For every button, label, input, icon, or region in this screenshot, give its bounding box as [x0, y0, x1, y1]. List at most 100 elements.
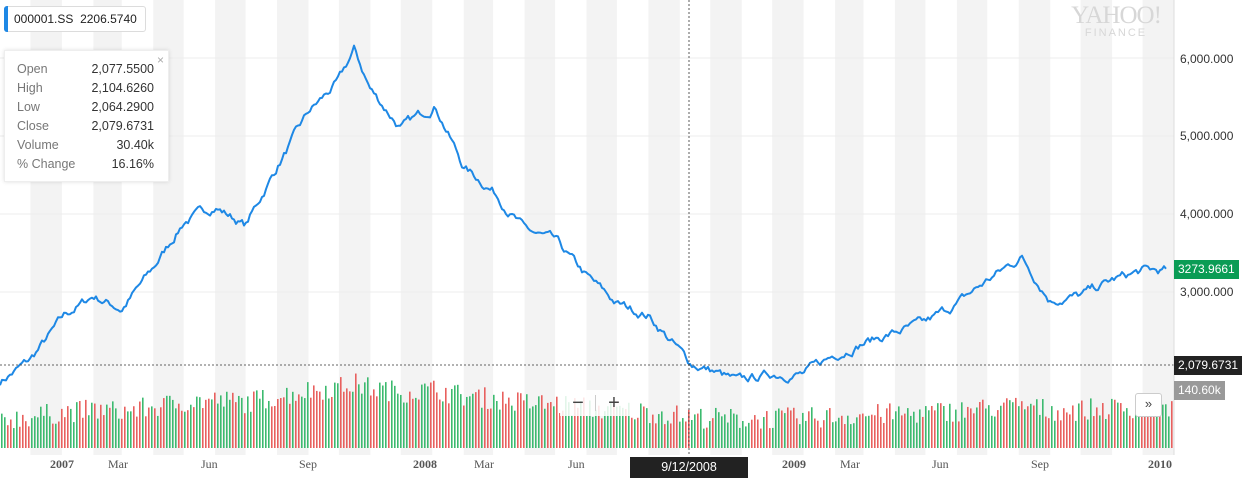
- volume-bar: [1171, 401, 1173, 448]
- volume-bar: [301, 396, 303, 448]
- volume-bar: [817, 420, 819, 448]
- volume-bar: [124, 406, 126, 448]
- volume-bar: [787, 407, 789, 448]
- volume-bar: [1030, 403, 1032, 448]
- volume-bar: [187, 410, 189, 448]
- volume-bar: [103, 415, 105, 448]
- volume-bar: [271, 406, 273, 448]
- volume-bar: [796, 418, 798, 448]
- volume-bar: [772, 427, 774, 448]
- close-icon[interactable]: ×: [156, 53, 164, 67]
- volume-bar: [250, 411, 252, 448]
- logo-bottom: FINANCE: [1084, 27, 1148, 39]
- tooltip-row-high: High 2,104.6260: [17, 79, 154, 98]
- zoom-out-button[interactable]: −: [572, 392, 584, 414]
- month-band: [894, 0, 926, 455]
- volume-bar: [538, 396, 540, 448]
- month-band: [215, 0, 246, 455]
- volume-bar: [22, 414, 24, 448]
- scroll-forward-button[interactable]: »: [1135, 393, 1162, 417]
- tooltip-row-open: Open 2,077.5500: [17, 60, 154, 79]
- volume-bar: [949, 403, 951, 448]
- volume-bar: [826, 410, 828, 448]
- volume-bar: [628, 402, 630, 448]
- volume-bar: [451, 388, 453, 448]
- volume-bar: [1156, 412, 1158, 448]
- volume-bar: [142, 397, 144, 448]
- x-axis-label: Jun: [201, 457, 218, 471]
- volume-bar: [520, 393, 522, 448]
- volume-bar: [7, 425, 9, 448]
- volume-bar: [529, 408, 531, 448]
- volume-bar: [184, 411, 186, 448]
- tooltip-value: 2,104.6260: [91, 81, 154, 95]
- volume-bar: [139, 401, 141, 448]
- volume-bar: [625, 409, 627, 448]
- volume-bar: [364, 382, 366, 448]
- volume-bar: [544, 408, 546, 448]
- volume-bar: [304, 398, 306, 448]
- volume-bar: [583, 397, 585, 448]
- volume-bar: [670, 423, 672, 448]
- volume-bar: [376, 396, 378, 448]
- volume-bar: [190, 404, 192, 448]
- volume-bar: [730, 408, 732, 448]
- month-bands: [30, 0, 1174, 455]
- volume-bar: [754, 415, 756, 448]
- volume-bar: [862, 413, 864, 448]
- volume-bar: [1015, 397, 1017, 448]
- tooltip-value: 2,079.6731: [91, 119, 154, 133]
- volume-bar: [535, 405, 537, 448]
- volume-bar: [733, 413, 735, 448]
- volume-bar: [1114, 399, 1116, 448]
- volume-bar: [676, 405, 678, 448]
- volume-bar: [1153, 414, 1155, 448]
- volume-bar: [595, 409, 597, 448]
- x-axis-label: Mar: [840, 457, 860, 471]
- x-axis-label: Jun: [932, 457, 949, 471]
- volume-bar: [1078, 403, 1080, 448]
- volume-bar: [292, 391, 294, 448]
- volume-bar: [112, 401, 114, 448]
- volume-bar: [1123, 411, 1125, 448]
- volume-bar: [1042, 399, 1044, 448]
- volume-bar: [454, 385, 456, 448]
- ticker-badge[interactable]: 000001.SS 2206.5740: [4, 6, 146, 32]
- volume-bar: [586, 415, 588, 448]
- volume-bar: [385, 382, 387, 448]
- volume-bar: [631, 417, 633, 448]
- volume-bar: [808, 411, 810, 448]
- volume-bar: [1105, 418, 1107, 448]
- volume-bar: [145, 416, 147, 448]
- volume-bar: [1012, 402, 1014, 448]
- volume-bar: [1093, 416, 1095, 448]
- volume-bar: [994, 416, 996, 448]
- volume-bar: [664, 424, 666, 448]
- volume-bar: [232, 392, 234, 448]
- x-axis-label: 2007: [50, 457, 74, 471]
- volume-bar: [349, 391, 351, 448]
- volume-bar: [502, 391, 504, 448]
- volume-bar: [703, 428, 705, 448]
- volume-bar: [601, 418, 603, 448]
- volume-bar: [1150, 410, 1152, 448]
- volume-bar: [1063, 408, 1065, 448]
- volume-bar: [673, 411, 675, 448]
- volume-bar: [247, 396, 249, 448]
- volume-bar: [427, 386, 429, 448]
- volume-bar: [1102, 403, 1104, 448]
- zoom-in-button[interactable]: +: [608, 392, 620, 414]
- volume-bar: [919, 409, 921, 448]
- volume-bar: [508, 397, 510, 448]
- volume-bar: [943, 406, 945, 448]
- volume-bar: [1036, 399, 1038, 448]
- volume-bar: [925, 406, 927, 448]
- volume-bar: [118, 418, 120, 448]
- volume-bar: [742, 420, 744, 448]
- volume-bar: [1027, 406, 1029, 448]
- volume-bar: [1162, 404, 1164, 448]
- volume-bar: [937, 403, 939, 448]
- volume-bar: [382, 385, 384, 448]
- x-axis-label: 2008: [413, 457, 437, 471]
- volume-bar: [88, 415, 90, 448]
